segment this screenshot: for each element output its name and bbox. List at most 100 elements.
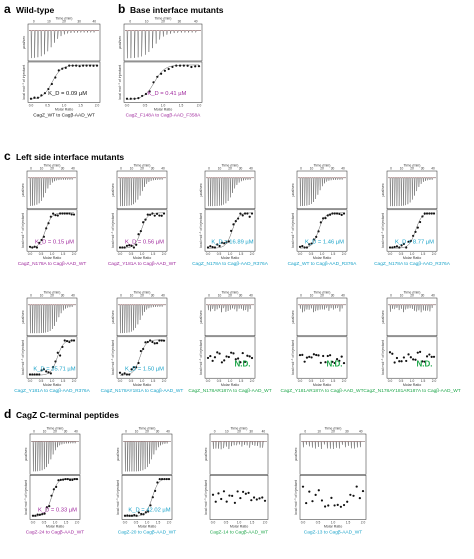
isotherm-point [230,351,233,354]
molar-axis-label: Molar Ratio [403,383,421,387]
thermogram-trace [298,304,346,313]
isotherm-point [338,359,341,362]
time-tick-label: 20 [237,430,241,434]
time-tick-label: 40 [249,294,253,298]
isotherm-point [298,245,302,248]
molar-tick-label: 1.5 [156,520,161,524]
isotherm-fit [119,339,165,376]
time-tick-label: 20 [228,294,232,298]
thermogram-frame [116,170,168,210]
time-tick-label: 10 [40,167,44,171]
isotherm-point [336,503,339,506]
time-axis-label: Time (min) [154,17,171,21]
isotherm-point [132,366,135,369]
isotherm-point [355,485,358,488]
molar-tick-label: 1.5 [331,252,336,256]
panel-c1: 0 10 20 30 40 Time (min) µcal/sec kcal mol⁻¹ of… [18,164,87,268]
time-axis-label: Time (min) [43,291,60,295]
isotherm-point [28,245,32,248]
molar-axis-label: Molar Ratio [43,256,61,260]
isotherm-point [63,339,66,342]
isotherm-point [220,361,223,364]
isotherm-point [141,94,144,98]
thermogram-frame [299,433,367,475]
isotherm-point [211,246,214,249]
isotherm-point [349,493,352,496]
molar-tick-label: 1.5 [151,252,156,256]
time-tick-label: 0 [120,294,122,298]
panel-caption: CagZ-13 to Cagβ-AAD_WT [304,529,363,535]
isotherm-point [326,354,329,358]
isotherm-point [129,97,132,100]
thermogram-trace [118,304,166,334]
isotherm-fit [207,212,253,249]
isotherm-point [140,512,143,516]
molar-tick-label: 2.0 [72,379,77,383]
time-tick-label: 0 [125,430,127,434]
molar-axis-label: Molar Ratio [43,383,61,387]
isotherm-point [248,355,251,358]
heat-axis-label: kcal mol⁻¹ of injectant [21,340,25,375]
time-tick-label: 0 [390,294,392,298]
isotherm-point [247,491,250,494]
isotherm-point [409,356,412,359]
molar-axis-label: Molar Ratio [221,383,239,387]
power-axis-label: µcal/sec [294,447,298,460]
isotherm-point [126,514,129,517]
time-tick-label: 10 [218,294,222,298]
time-tick-label: 0 [300,167,302,171]
power-axis-label: µcal/sec [111,183,115,196]
isotherm-point [232,352,235,355]
section-label-d: d [4,407,11,421]
panel-caption: CagZ_N178A to Cagβ-AAD_R376A [374,261,451,267]
molar-tick-label: 0.5 [134,520,139,524]
isotherm-point [246,212,249,215]
isotherm-point [340,355,343,358]
molar-tick-label: 0.5 [316,520,321,524]
panel-caption: CagZ-24 to Cagβ-AAD_WT [26,529,85,535]
isotherm-point [156,481,159,484]
power-axis-label: µcal/sec [118,36,122,49]
section-label-b: b [118,2,125,16]
isotherm-point [308,243,311,246]
thermogram-frame [296,170,348,210]
heat-axis-label: kcal mol⁻¹ of injectant [291,340,295,375]
isotherm-point [324,217,327,220]
time-tick-label: 10 [135,430,139,434]
isotherm-point [405,359,408,363]
isotherm-point [190,65,193,69]
time-tick-label: 10 [145,20,149,24]
isotherm-point [340,213,343,216]
power-axis-label: µcal/sec [21,310,25,323]
power-axis-label: µcal/sec [199,310,203,323]
time-tick-label: 10 [310,167,314,171]
molar-axis-label: Molar Ratio [154,107,172,111]
isotherm-point [342,361,346,365]
isotherm-point [218,352,221,355]
isotherm-point [211,359,214,362]
kd-value: K_D = 0.15 µM [35,240,74,246]
time-tick-label: 0 [33,430,35,434]
thermogram-frame [209,433,269,475]
molar-tick-label: 0.0 [206,252,211,256]
time-tick-label: 40 [92,20,96,24]
isotherm-point [118,371,122,374]
panel-c7: 0 10 20 30 40 Time (min) µcal/sec kcal mol⁻¹ of… [101,291,184,395]
isotherm-point [244,492,247,495]
molar-tick-label: 0.5 [39,379,44,383]
molar-tick-label: 2.0 [162,379,167,383]
time-tick-label: 20 [228,167,232,171]
isotherm-point [421,360,424,363]
kd-value: K_D = 0.33 µM [38,508,77,514]
time-axis-label: Time (min) [324,427,341,431]
isotherm-point [231,494,234,497]
isotherm-point [405,246,408,249]
time-tick-label: 30 [331,294,335,298]
power-axis-label: µcal/sec [381,183,385,196]
isotherm-point [303,360,306,363]
panel-caption: CagZ-14 to Cagβ-AAD_WT [210,529,269,535]
panel-caption: CagZ_Y181A to Cagβ-AAD_R376A [14,388,90,394]
time-tick-label: 20 [145,430,149,434]
isotherm-point [303,246,306,249]
time-tick-label: 10 [317,430,321,434]
